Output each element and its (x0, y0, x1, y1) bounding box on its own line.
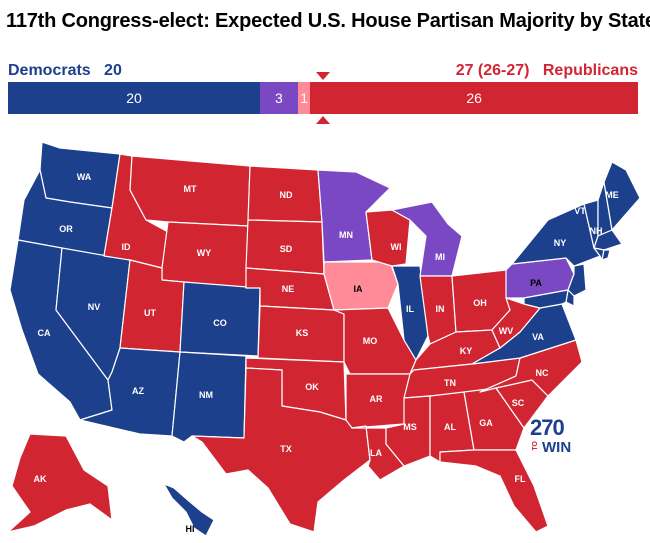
state-md[interactable] (523, 289, 569, 309)
svg-text:PA: PA (530, 278, 542, 288)
svg-text:ID: ID (122, 242, 132, 252)
svg-text:IA: IA (354, 284, 364, 294)
svg-text:NY: NY (554, 238, 567, 248)
state-ar[interactable] (345, 373, 411, 429)
bar-segment-rep: 26 (310, 82, 638, 114)
svg-text:WY: WY (197, 248, 212, 258)
svg-text:AK: AK (34, 474, 47, 484)
270towin-logo: 270 TO WIN (530, 415, 590, 465)
state-wi[interactable] (365, 209, 411, 267)
svg-text:AZ: AZ (132, 386, 144, 396)
bar-segment-lean_rep: 1 (297, 82, 311, 114)
svg-text:KY: KY (460, 346, 473, 356)
bar-segment-dem: 20 (8, 82, 260, 114)
svg-text:MO: MO (363, 336, 378, 346)
svg-text:NH: NH (590, 226, 603, 236)
majority-marker-top (316, 72, 330, 80)
svg-text:MN: MN (339, 230, 353, 240)
state-ak[interactable] (7, 433, 113, 533)
svg-text:OK: OK (305, 382, 319, 392)
svg-text:WA: WA (77, 172, 92, 182)
logo-to: TO (532, 441, 539, 451)
state-nc[interactable] (479, 339, 583, 397)
democrats-count: 20 (104, 62, 122, 79)
svg-text:WV: WV (499, 326, 514, 336)
svg-text:FL: FL (515, 474, 526, 484)
svg-text:CA: CA (38, 328, 51, 338)
democrats-name: Democrats (8, 62, 91, 79)
svg-text:MT: MT (184, 184, 197, 194)
svg-text:NM: NM (199, 390, 213, 400)
svg-text:WI: WI (391, 242, 402, 252)
svg-text:NE: NE (282, 284, 295, 294)
democrats-label: Democrats 20 (8, 62, 122, 80)
republicans-name: Republicans (542, 62, 638, 79)
svg-text:ND: ND (280, 190, 293, 200)
svg-text:GA: GA (479, 418, 493, 428)
svg-text:NV: NV (88, 302, 101, 312)
svg-text:ME: ME (605, 190, 619, 200)
svg-text:IN: IN (436, 304, 445, 314)
us-map: WA OR CA NV ID MT WY UT AZ CO NM ND SD N… (0, 140, 650, 543)
svg-text:TX: TX (280, 444, 292, 454)
state-me[interactable] (603, 161, 641, 231)
republicans-label: 27 (26-27) Republicans (456, 62, 638, 80)
svg-text:OH: OH (473, 298, 487, 308)
svg-text:TN: TN (444, 378, 456, 388)
svg-text:MI: MI (435, 252, 445, 262)
svg-text:OR: OR (59, 224, 73, 234)
svg-text:VA: VA (532, 332, 544, 342)
svg-text:AR: AR (370, 394, 383, 404)
majority-bar: 20 3 1 26 (8, 82, 638, 114)
svg-text:UT: UT (144, 308, 156, 318)
svg-text:VT: VT (574, 206, 586, 216)
logo-number: 270 (530, 415, 565, 440)
state-hi[interactable] (163, 483, 215, 537)
bar-segment-split: 3 (260, 82, 298, 114)
svg-text:MS: MS (403, 422, 417, 432)
svg-text:CO: CO (213, 318, 227, 328)
state-fl[interactable] (439, 449, 549, 533)
page-title: 117th Congress-elect: Expected U.S. Hous… (6, 10, 650, 32)
svg-text:HI: HI (186, 524, 195, 534)
state-ri[interactable] (601, 249, 611, 261)
svg-text:IL: IL (406, 304, 415, 314)
logo-win: WIN (542, 439, 572, 456)
svg-text:NC: NC (536, 368, 549, 378)
svg-text:SC: SC (512, 398, 525, 408)
majority-marker-bottom (316, 116, 330, 124)
svg-text:LA: LA (370, 448, 382, 458)
republicans-count: 27 (26-27) (455, 62, 530, 79)
state-tx[interactable] (191, 367, 371, 533)
svg-text:AL: AL (444, 422, 456, 432)
svg-text:KS: KS (296, 328, 309, 338)
svg-text:SD: SD (280, 244, 293, 254)
